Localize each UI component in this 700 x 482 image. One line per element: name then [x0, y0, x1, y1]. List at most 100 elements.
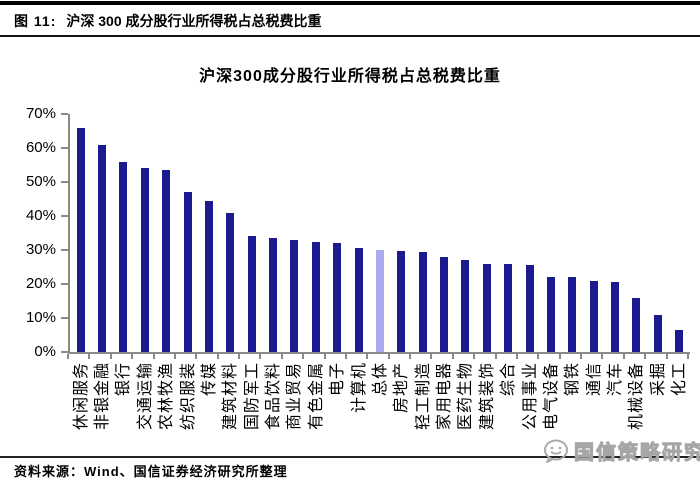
y-tick — [61, 317, 68, 319]
x-tick — [238, 354, 241, 359]
x-tick — [152, 354, 155, 359]
x-tick — [644, 354, 647, 359]
x-label-slot: 银行 — [111, 362, 132, 454]
bar-slot — [91, 114, 112, 352]
bar-纺织服装 — [183, 192, 192, 352]
bar-电气设备 — [546, 277, 555, 352]
bar-slot — [70, 114, 91, 352]
bar-slot — [305, 114, 326, 352]
y-tick — [61, 249, 68, 251]
bar-slot — [583, 114, 604, 352]
x-label-slot: 休闲服务 — [68, 362, 90, 454]
y-tick-label: 10% — [25, 309, 56, 326]
x-tick — [259, 354, 262, 359]
x-category-label: 银行 — [115, 362, 133, 397]
x-tick — [473, 354, 476, 359]
plot-area — [68, 114, 690, 354]
watermark-text: 国信策略研究 — [574, 442, 700, 465]
x-category-label: 综合 — [500, 362, 518, 397]
bar-传媒 — [204, 200, 213, 352]
chart-title: 沪深300成分股行业所得税占总税费比重 — [199, 68, 501, 85]
x-label-slot: 房地产 — [389, 362, 410, 454]
bar-总体 — [375, 250, 384, 352]
bar-slot — [198, 114, 219, 352]
y-tick-label: 0% — [34, 343, 56, 360]
y-tick — [61, 113, 68, 115]
bar-化工 — [675, 329, 684, 352]
figure-header: 图 11: 沪深 300 成分股行业所得税占总税费比重 — [14, 11, 322, 31]
y-tick-label: 50% — [25, 173, 56, 190]
x-label-slot: 轻工制造 — [410, 362, 432, 454]
bar-slot — [498, 114, 519, 352]
x-category-label: 化工 — [671, 362, 689, 397]
x-tick — [515, 354, 518, 359]
x-tick — [580, 354, 583, 359]
bar-slot — [369, 114, 390, 352]
x-tick — [622, 354, 625, 359]
x-category-label: 电子 — [329, 362, 347, 397]
x-category-label: 建筑材料 — [222, 362, 240, 431]
bar-建筑装饰 — [482, 263, 491, 352]
bar-slot — [519, 114, 540, 352]
bar-slot — [433, 114, 454, 352]
x-category-label: 机械设备 — [628, 362, 646, 431]
bar-计算机 — [354, 248, 363, 352]
bar-家用电器 — [440, 256, 449, 352]
bar-交通运输 — [140, 168, 149, 352]
bar-采掘 — [653, 314, 662, 352]
y-tick — [61, 283, 68, 285]
y-tick — [61, 147, 68, 149]
bar-slot — [391, 114, 412, 352]
x-tick — [601, 354, 604, 359]
x-label-slot: 非银金融 — [89, 362, 111, 454]
x-tick — [302, 354, 305, 359]
figure-header-title: 沪深 300 成分股行业所得税占总税费比重 — [66, 13, 322, 29]
bar-slot — [220, 114, 241, 352]
bar-钢铁 — [568, 277, 577, 352]
x-label-slot: 纺织服装 — [175, 362, 197, 454]
x-tick — [387, 354, 390, 359]
bar-slot — [134, 114, 155, 352]
wechat-chat-face-icon — [544, 439, 568, 463]
x-label-slot: 交通运输 — [132, 362, 154, 454]
top-rule — [0, 1, 700, 5]
x-label-slot: 家用电器 — [431, 362, 453, 454]
x-category-label: 计算机 — [350, 362, 368, 414]
bar-slot — [284, 114, 305, 352]
bar-slot — [540, 114, 561, 352]
y-tick — [61, 181, 68, 183]
bar-银行 — [119, 161, 128, 352]
x-label-slot: 国防军工 — [239, 362, 261, 454]
x-tick — [67, 354, 69, 359]
bar-slot — [562, 114, 583, 352]
x-label-slot: 总体 — [367, 362, 389, 454]
bar-slot — [647, 114, 668, 352]
x-tick — [665, 354, 668, 359]
x-tick — [216, 354, 219, 359]
x-tick — [494, 354, 497, 359]
x-category-label: 商业贸易 — [286, 362, 304, 431]
bar-slot — [626, 114, 647, 352]
footer-divider — [0, 456, 700, 458]
header-divider — [0, 35, 700, 37]
bar-综合 — [504, 263, 513, 352]
y-tick-label: 60% — [25, 139, 56, 156]
bar-商业贸易 — [290, 239, 299, 352]
x-label-slot: 电子 — [325, 362, 346, 454]
x-tick — [537, 354, 540, 359]
bar-汽车 — [611, 282, 620, 352]
y-tick-label: 40% — [25, 207, 56, 224]
bar-机械设备 — [632, 297, 641, 352]
bar-食品饮料 — [269, 238, 278, 352]
bar-slot — [669, 114, 690, 352]
x-label-slot: 农林牧渔 — [154, 362, 175, 454]
x-tick — [280, 354, 283, 359]
y-tick-label: 30% — [25, 241, 56, 258]
y-tick-label: 70% — [25, 105, 56, 122]
x-tick — [88, 354, 91, 359]
x-label-slot: 传媒 — [196, 362, 218, 454]
x-label-slot: 计算机 — [346, 362, 368, 454]
x-label-slot: 食品饮料 — [260, 362, 282, 454]
x-category-label: 钢铁 — [564, 362, 582, 397]
